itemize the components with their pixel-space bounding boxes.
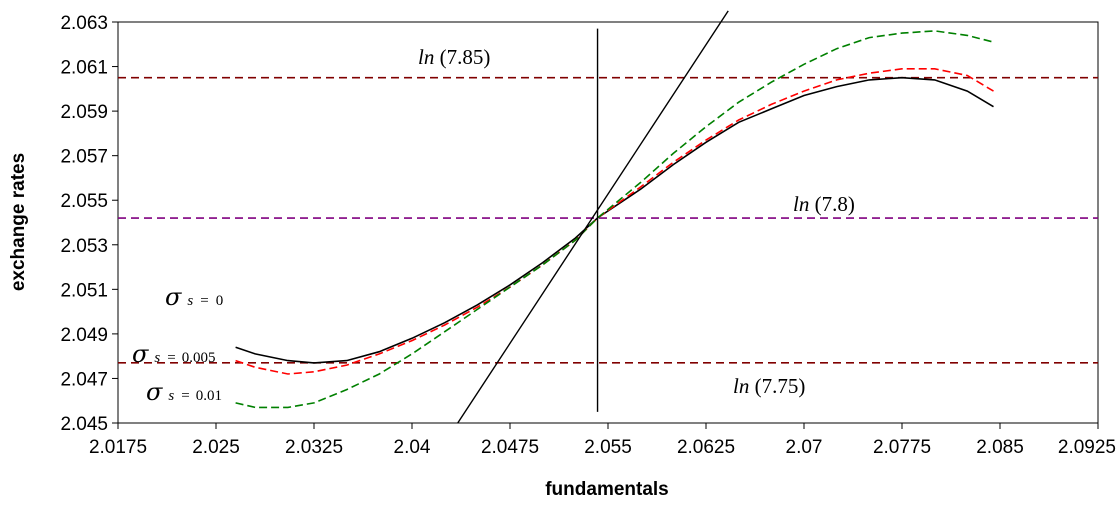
x-axis-title: fundamentals bbox=[545, 479, 669, 500]
sigma-label-0-sub: s bbox=[187, 293, 193, 309]
plot-area bbox=[117, 21, 1099, 424]
sigma-label-0-01-sub: s bbox=[168, 388, 174, 404]
ref-label-7-8-prefix: ln bbox=[793, 192, 809, 216]
x-tick-label: 2.04 bbox=[394, 437, 431, 458]
ref-label-7-75-value: (7.75) bbox=[755, 374, 806, 398]
sigma-label-0-005-sub: s bbox=[154, 350, 160, 366]
y-tick-label: 2.049 bbox=[60, 325, 108, 346]
sigma-label-0-01-symbol: σ bbox=[146, 378, 163, 406]
sigma-label-0-01: σ s = 0.01 bbox=[146, 378, 222, 406]
ref-label-7-85-prefix: ln bbox=[418, 45, 434, 69]
y-tick-label: 2.045 bbox=[60, 414, 108, 435]
ref-label-7-85: ln (7.85) bbox=[418, 45, 490, 69]
y-tick-label: 2.053 bbox=[60, 236, 108, 257]
x-tick-label: 2.085 bbox=[976, 437, 1024, 458]
sigma-label-0-005: σ s = 0.005 bbox=[132, 340, 215, 368]
x-tick-label: 2.025 bbox=[192, 437, 240, 458]
ref-label-7-8: ln (7.8) bbox=[793, 192, 855, 216]
series-line-1 bbox=[235, 68, 994, 375]
y-tick-label: 2.055 bbox=[60, 191, 108, 212]
y-tick-label: 2.061 bbox=[60, 58, 108, 79]
sigma-label-0-005-symbol: σ bbox=[132, 340, 149, 368]
x-tick-label: 2.0625 bbox=[677, 437, 735, 458]
x-tick-label: 2.0325 bbox=[285, 437, 343, 458]
x-tick-label: 2.0775 bbox=[873, 437, 931, 458]
sigma-label-0-005-eq: = bbox=[167, 350, 175, 366]
sigma-label-0-eq: = bbox=[200, 293, 208, 309]
x-tick-label: 2.07 bbox=[786, 437, 823, 458]
x-tick-label: 2.0925 bbox=[1058, 437, 1116, 458]
y-tick-label: 2.051 bbox=[60, 280, 108, 301]
reference-lines bbox=[118, 76, 1098, 364]
sigma-label-0-value: 0 bbox=[216, 293, 224, 309]
y-axis: 2.045 2.047 2.049 2.051 2.053 2.055 2.057 2.059… bbox=[60, 13, 118, 435]
ref-label-7-8-value: (7.8) bbox=[815, 192, 855, 216]
sigma-label-0-symbol: σ bbox=[165, 283, 182, 311]
sigma-label-0: σ s = 0 bbox=[165, 283, 223, 311]
series-line-2 bbox=[235, 30, 994, 409]
x-axis: 2.0175 2.025 2.0325 2.04 2.0475 2.055 2.0625 2.… bbox=[89, 423, 1116, 458]
ref-label-7-75-prefix: ln bbox=[733, 374, 749, 398]
y-tick-label: 2.059 bbox=[60, 102, 108, 123]
y-tick-label: 2.057 bbox=[60, 147, 108, 168]
diagonal-line bbox=[457, 10, 729, 423]
y-tick-label: 2.063 bbox=[60, 13, 108, 34]
x-tick-label: 2.0175 bbox=[89, 437, 147, 458]
x-tick-label: 2.055 bbox=[584, 437, 632, 458]
sigma-label-0-005-value: 0.005 bbox=[182, 350, 216, 366]
extra-lines bbox=[457, 10, 729, 423]
y-tick-label: 2.047 bbox=[60, 369, 108, 390]
y-axis-title: exchange rates bbox=[8, 153, 29, 291]
x-tick-label: 2.0475 bbox=[481, 437, 539, 458]
sigma-label-0-01-eq: = bbox=[181, 388, 189, 404]
sigma-label-0-01-value: 0.01 bbox=[196, 388, 222, 404]
ref-label-7-85-value: (7.85) bbox=[440, 45, 491, 69]
ref-label-7-75: ln (7.75) bbox=[733, 374, 805, 398]
